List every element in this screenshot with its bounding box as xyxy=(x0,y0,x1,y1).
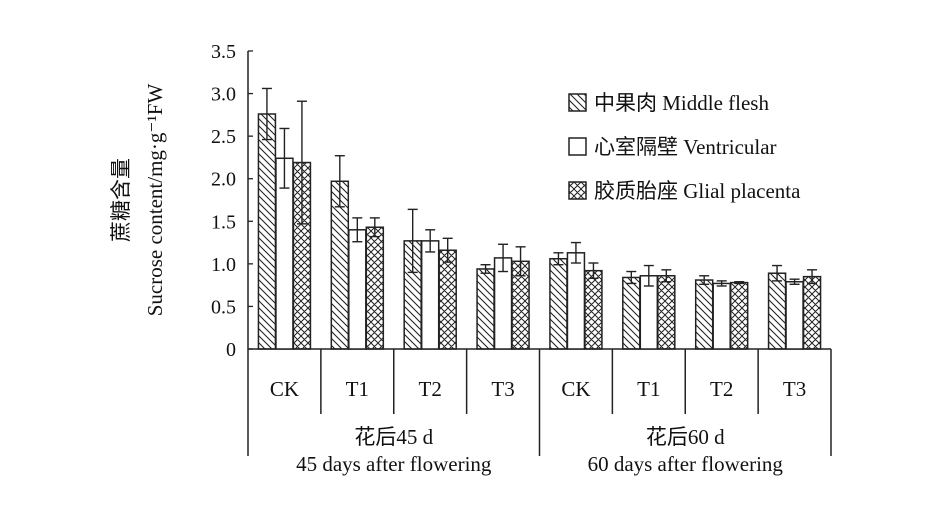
x-category-label: T2 xyxy=(419,377,442,401)
bar-1-4 xyxy=(566,252,586,350)
x-category-label: CK xyxy=(270,377,299,401)
bar-2-4 xyxy=(584,269,603,350)
bar-1-2 xyxy=(420,240,440,350)
group-label-en: 45 days after flowering xyxy=(296,452,492,476)
bar-0-3 xyxy=(476,268,495,350)
y-tick-label: 0 xyxy=(226,339,236,361)
y-axis-label: 蔗糖含量 Sucrose content/mg·g⁻¹FW xyxy=(109,84,167,317)
legend-label-0: 中果肉 Middle flesh xyxy=(594,91,769,115)
y-tick-label: 3.0 xyxy=(211,84,236,106)
bar-1-7 xyxy=(785,280,804,350)
x-category-label: T1 xyxy=(346,377,369,401)
bar-2-5 xyxy=(657,275,676,350)
x-category-label: T3 xyxy=(783,377,806,401)
x-category-label: CK xyxy=(561,377,590,401)
bar-2-6 xyxy=(729,281,749,350)
legend-label-1: 心室隔壁 Ventricular xyxy=(594,135,777,159)
legend-swatch-0 xyxy=(568,93,587,112)
group-label-cn: 花后45 d xyxy=(354,425,433,449)
x-category-label: T3 xyxy=(491,377,514,401)
bar-2-1 xyxy=(365,226,385,350)
bar-1-5 xyxy=(639,275,659,350)
y-tick-label: 1.5 xyxy=(211,211,236,233)
y-tick-label: 2.5 xyxy=(211,126,236,148)
group-label-cn: 花后60 d xyxy=(646,425,725,449)
y-axis-label-en: Sucrose content/mg·g⁻¹FW xyxy=(143,84,167,317)
x-category-label: T1 xyxy=(637,377,660,401)
bar-1-6 xyxy=(712,282,731,350)
x-category-label: T2 xyxy=(710,377,733,401)
y-tick-label: 1.0 xyxy=(211,254,236,276)
bar-2-2 xyxy=(438,249,457,350)
legend-swatch-2 xyxy=(568,181,587,200)
bar-0-0 xyxy=(257,113,277,350)
legend-swatch-1 xyxy=(568,137,587,156)
bar-0-7 xyxy=(767,272,787,350)
legend-label-2: 胶质胎座 Glial placenta xyxy=(594,179,801,203)
bar-0-6 xyxy=(694,279,714,350)
bar-2-7 xyxy=(802,275,822,350)
bar-1-1 xyxy=(348,229,367,350)
bar-0-5 xyxy=(622,276,641,350)
y-tick-label: 3.5 xyxy=(211,41,236,63)
group-label-en: 60 days after flowering xyxy=(588,452,784,476)
y-axis-label-cn: 蔗糖含量 xyxy=(109,158,133,242)
y-tick-label: 0.5 xyxy=(211,296,236,318)
y-tick-label: 2.0 xyxy=(211,169,236,191)
bar-0-4 xyxy=(549,257,568,350)
